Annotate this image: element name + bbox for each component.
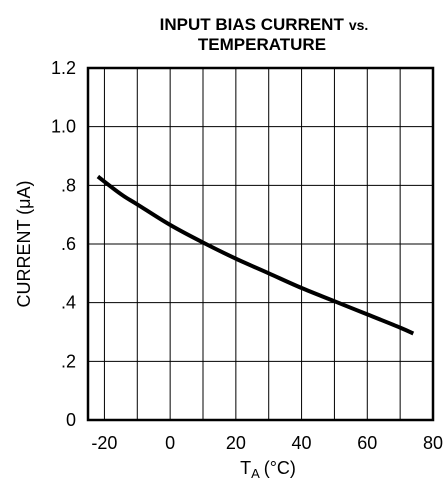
y-tick-label: 0 (66, 410, 76, 430)
x-tick-label: 40 (292, 433, 312, 453)
y-axis-label: CURRENT (μA) (14, 180, 34, 307)
y-tick-label: .2 (61, 351, 76, 371)
chart-title: INPUT BIAS CURRENT vs. (160, 15, 369, 34)
x-tick-label: 60 (357, 433, 377, 453)
y-tick-label: 1.0 (51, 117, 76, 137)
x-tick-label: 20 (226, 433, 246, 453)
x-axis-label: TA (°C) (240, 458, 296, 481)
x-axis-label-unit: (°C) (264, 458, 296, 478)
y-tick-label: .4 (61, 293, 76, 313)
grid-lines (88, 68, 433, 420)
y-tick-label: .8 (61, 175, 76, 195)
plot-frame (86, 66, 435, 422)
x-tick-label: 0 (165, 433, 175, 453)
y-tick-label: 1.2 (51, 58, 76, 78)
chart-title-vs: vs. (349, 17, 368, 33)
x-tick-label: -20 (91, 433, 117, 453)
series-line (96, 174, 415, 336)
x-axis-label-subscript: A (251, 466, 260, 481)
x-axis-label-main: T (240, 458, 251, 478)
chart-title-line1: INPUT BIAS CURRENT (160, 15, 345, 34)
y-tick-label: .6 (61, 234, 76, 254)
tick-labels: -20 0 20 40 60 80 0 .2 .4 .6 .8 1.0 1.2 (51, 58, 443, 453)
x-tick-label: 80 (423, 433, 443, 453)
chart-title-line2: TEMPERATURE (198, 35, 326, 54)
